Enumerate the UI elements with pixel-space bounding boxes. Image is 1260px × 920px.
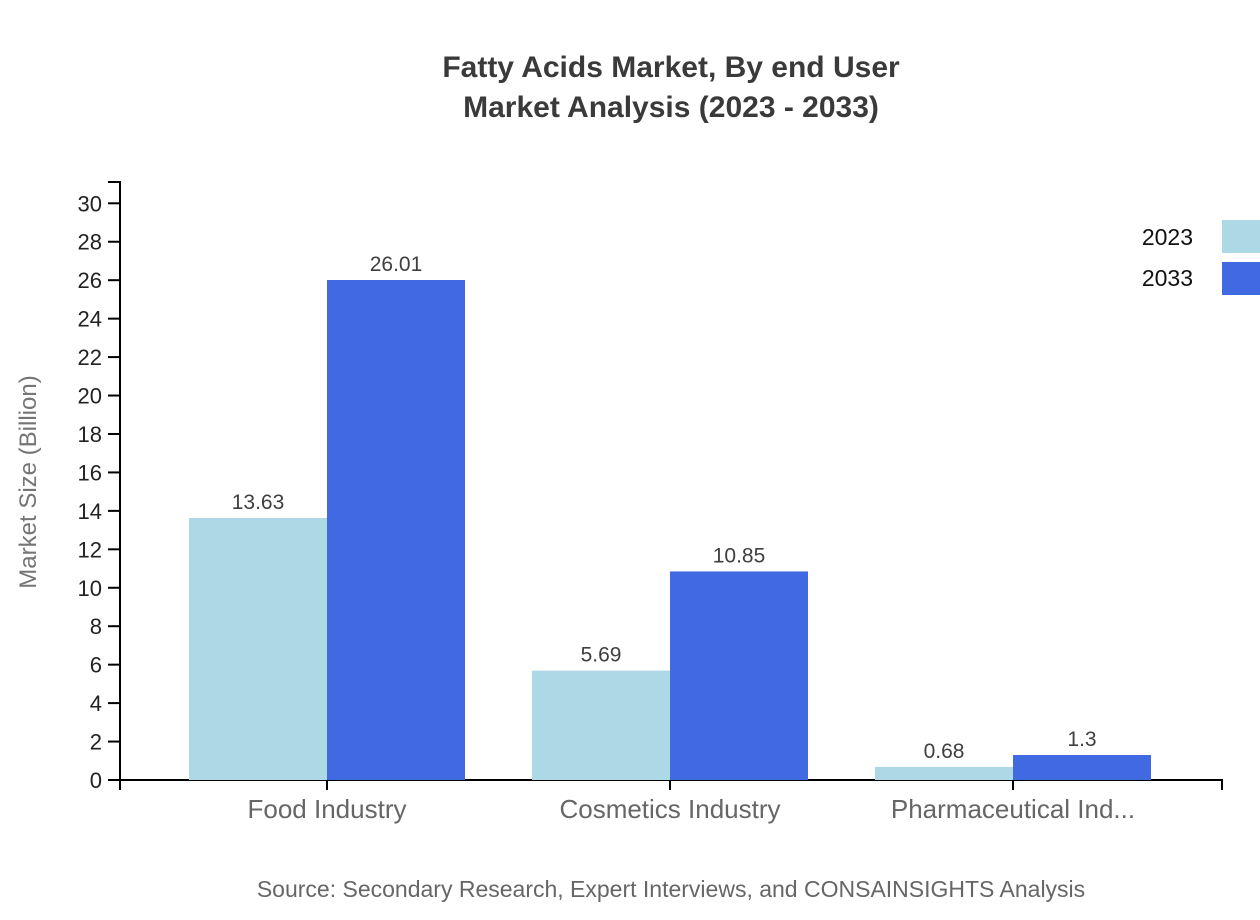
y-tick-label: 16 bbox=[78, 460, 102, 485]
bar-series: 13.63 26.01 5.69 10.85 0.68 1.3 bbox=[189, 253, 1151, 780]
y-tick-label: 20 bbox=[78, 384, 102, 409]
x-category-label-cosmetics-industry: Cosmetics Industry bbox=[559, 794, 780, 824]
y-tick-label: 4 bbox=[90, 691, 102, 716]
y-axis-title: Market Size (Billion) bbox=[15, 375, 42, 588]
chart-title: Fatty Acids Market, By end User Market A… bbox=[120, 48, 1222, 128]
bar-2023-food-industry bbox=[189, 517, 327, 780]
y-axis-line bbox=[108, 181, 121, 781]
source-note: Source: Secondary Research, Expert Inter… bbox=[256, 876, 1086, 902]
bar-2023-cosmetics-industry bbox=[532, 670, 670, 780]
value-label-2023-cosmetics-industry: 5.69 bbox=[581, 644, 622, 667]
value-label-2033-pharmaceutical-ind: 1.3 bbox=[1067, 728, 1096, 751]
y-tick-label: 24 bbox=[78, 307, 102, 332]
y-tick-label: 8 bbox=[90, 614, 102, 639]
chart-title-line1: Fatty Acids Market, By end User bbox=[442, 51, 900, 84]
bar-2033-cosmetics-industry bbox=[670, 571, 808, 780]
y-tick-label: 30 bbox=[78, 191, 102, 216]
bar-2023-pharmaceutical-ind bbox=[875, 766, 1013, 780]
chart-title-line2: Market Analysis (2023 - 2033) bbox=[463, 91, 879, 124]
value-label-2033-food-industry: 26.01 bbox=[370, 253, 423, 276]
y-tick-label: 0 bbox=[90, 768, 102, 793]
x-category-label-food-industry: Food Industry bbox=[248, 794, 407, 824]
y-tick-label: 6 bbox=[90, 653, 102, 678]
y-tick-label: 12 bbox=[78, 537, 102, 562]
value-label-2023-pharmaceutical-ind: 0.68 bbox=[924, 740, 965, 763]
x-category-label-pharmaceutical-ind: Pharmaceutical Ind... bbox=[891, 794, 1135, 824]
bar-2033-pharmaceutical-ind bbox=[1013, 755, 1151, 780]
y-tick-label: 10 bbox=[78, 576, 102, 601]
y-tick-label: 22 bbox=[78, 345, 102, 370]
y-tick-label: 14 bbox=[78, 499, 102, 524]
value-label-2023-food-industry: 13.63 bbox=[232, 491, 285, 514]
bar-2033-food-industry bbox=[327, 280, 465, 780]
y-tick-label: 18 bbox=[78, 422, 102, 447]
y-tick-label: 26 bbox=[78, 268, 102, 293]
value-label-2033-cosmetics-industry: 10.85 bbox=[713, 544, 766, 567]
y-tick-label: 2 bbox=[90, 730, 102, 755]
y-tick-label: 28 bbox=[78, 230, 102, 255]
